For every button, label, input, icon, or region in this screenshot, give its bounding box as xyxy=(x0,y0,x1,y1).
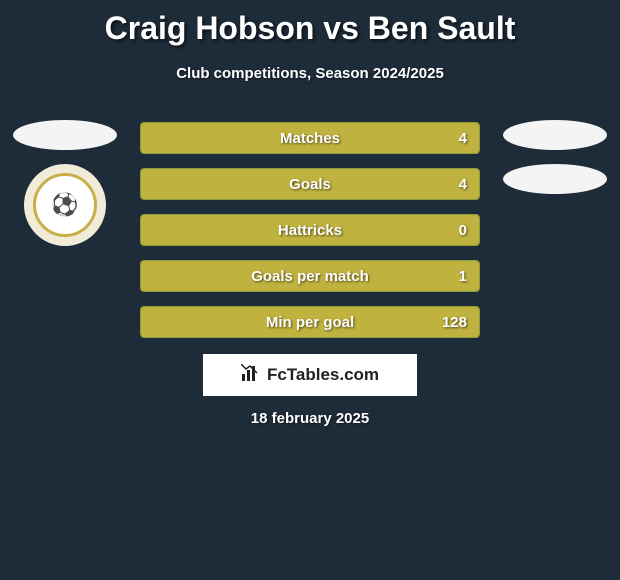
bar-value: 1 xyxy=(459,261,467,291)
soccer-ball-icon: ⚽ xyxy=(51,192,78,218)
bar-chart-icon xyxy=(241,364,261,387)
bar-value: 4 xyxy=(459,123,467,153)
date-text: 18 february 2025 xyxy=(0,410,620,427)
stat-bar-hattricks: Hattricks 0 xyxy=(140,214,480,246)
page-title: Craig Hobson vs Ben Sault xyxy=(0,0,620,47)
stat-bar-goals: Goals 4 xyxy=(140,168,480,200)
stat-bar-min-per-goal: Min per goal 128 xyxy=(140,306,480,338)
bar-label: Hattricks xyxy=(141,215,479,245)
bar-label: Matches xyxy=(141,123,479,153)
player-badge-pill xyxy=(503,164,607,194)
branding-box: FcTables.com xyxy=(203,354,417,396)
club-crest: ⚽ xyxy=(24,164,106,246)
bar-label: Goals xyxy=(141,169,479,199)
bar-value: 0 xyxy=(459,215,467,245)
bar-value: 4 xyxy=(459,169,467,199)
stat-bar-goals-per-match: Goals per match 1 xyxy=(140,260,480,292)
club-crest-inner: ⚽ xyxy=(33,173,97,237)
bar-label: Min per goal xyxy=(141,307,479,337)
branding-text: FcTables.com xyxy=(267,365,379,385)
player-badge-pill xyxy=(13,120,117,150)
page-subtitle: Club competitions, Season 2024/2025 xyxy=(0,65,620,82)
left-badge-column: ⚽ xyxy=(0,120,130,246)
stat-bar-matches: Matches 4 xyxy=(140,122,480,154)
comparison-bars: Matches 4 Goals 4 Hattricks 0 Goals per … xyxy=(140,122,480,338)
right-badge-column xyxy=(490,120,620,194)
bar-label: Goals per match xyxy=(141,261,479,291)
player-badge-pill xyxy=(503,120,607,150)
bar-value: 128 xyxy=(442,307,467,337)
